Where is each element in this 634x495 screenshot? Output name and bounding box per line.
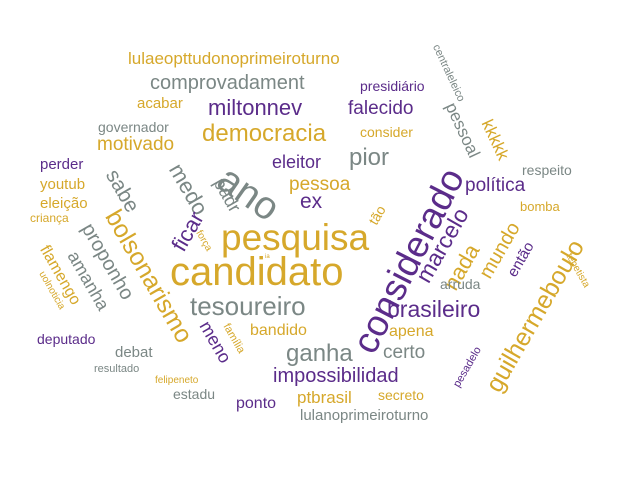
- word-apena: apena: [389, 323, 434, 340]
- word-falecido: falecido: [348, 98, 414, 119]
- word-ptbrasil: ptbrasil: [297, 388, 352, 407]
- word-resultado: resultado: [94, 363, 140, 375]
- word-pessoal: pessoal: [441, 99, 484, 161]
- word-bandido: bandido: [250, 322, 307, 339]
- word-debat: debat: [115, 344, 153, 361]
- word-sabe: sabe: [100, 165, 144, 217]
- word-ex: ex: [300, 190, 323, 213]
- word-brasileiro: brasileiro: [387, 296, 481, 322]
- word-crianca: criança: [30, 211, 69, 225]
- word-acabar: acabar: [137, 95, 183, 112]
- word-secreto: secreto: [378, 387, 424, 403]
- word-certo: certo: [383, 342, 426, 363]
- word-comprovadament: comprovadament: [150, 72, 305, 94]
- word-perder: perder: [40, 156, 84, 173]
- word-lulaeopttudonoprimeiroturno: lulaeopttudonoprimeiroturno: [128, 49, 340, 68]
- word-pesquisa: pesquisa: [221, 217, 370, 258]
- word-ganha: ganha: [286, 340, 353, 367]
- word-miltonnev: miltonnev: [208, 95, 303, 120]
- word-eleicao: eleição: [40, 195, 88, 212]
- word-eleitor: eleitor: [272, 152, 322, 172]
- word-politica: política: [465, 175, 526, 196]
- word-deputado: deputado: [37, 331, 96, 347]
- word-lulanoprimeiroturno: lulanoprimeiroturno: [300, 407, 429, 424]
- word-ponto: ponto: [236, 395, 277, 412]
- word-tesoureiro: tesoureiro: [190, 291, 306, 321]
- word-respeito: respeito: [522, 162, 572, 178]
- word-youtub: youtub: [40, 176, 86, 193]
- word-presidiario: presidiário: [360, 78, 425, 94]
- word-pessoa: pessoa: [289, 174, 351, 195]
- word-kkkkk: kkkkk: [477, 116, 513, 164]
- word-consider: consider: [360, 124, 413, 140]
- word-felipeneto: felipeneto: [155, 375, 199, 386]
- word-tao: tão: [365, 202, 389, 228]
- word-impossibilidad: impossibilidad: [273, 365, 399, 387]
- word-candidato: candidato: [170, 250, 344, 294]
- word-estadu: estadu: [173, 386, 216, 402]
- word-pior: pior: [349, 144, 390, 171]
- word-democracia: democracia: [202, 120, 327, 147]
- word-motivado: motivado: [97, 134, 175, 155]
- word-arruda: arruda: [440, 276, 481, 292]
- word-bomba: bomba: [520, 199, 560, 214]
- word-governador: governador: [98, 119, 169, 135]
- word-ia: ia: [265, 254, 270, 260]
- word-centraleleico: centraleleico: [430, 42, 468, 104]
